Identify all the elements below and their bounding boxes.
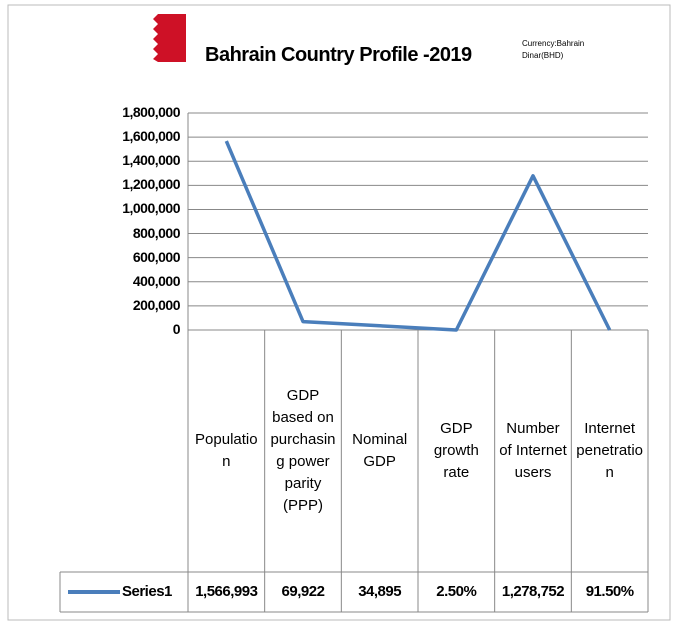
- x-tick-label: Nominal GDP: [352, 431, 408, 470]
- y-tick-label: 200,000: [132, 296, 181, 313]
- y-tick-label: 1,200,000: [122, 176, 180, 193]
- x-tick-label: Population: [195, 431, 258, 470]
- x-tick-label: Internet penetration: [576, 420, 644, 481]
- y-tick-label: 400,000: [132, 272, 181, 289]
- data-table-value: 91.50%: [585, 583, 634, 600]
- y-tick-label: 1,000,000: [122, 200, 180, 217]
- x-tick-label: Number of Internet users: [499, 420, 567, 481]
- flag: [150, 14, 186, 62]
- y-tick-label: 600,000: [132, 248, 181, 265]
- x-tick-label: GDP growth rate: [433, 420, 479, 481]
- data-table-value: 1,566,993: [195, 583, 258, 600]
- series-line: [224, 140, 612, 332]
- data-table-value: 34,895: [358, 583, 402, 600]
- y-tick-label: 1,600,000: [122, 128, 180, 145]
- data-table-value: 2.50%: [436, 583, 477, 600]
- x-tick-label: GDP based on purchasing power parity (PP…: [270, 387, 336, 514]
- legend-label: Series1: [122, 583, 172, 600]
- chart-title: Bahrain Country Profile -2019: [205, 44, 472, 66]
- y-tick-label: 1,800,000: [122, 104, 180, 120]
- data-table-value: 1,278,752: [501, 583, 565, 600]
- y-tick-label: 0: [172, 321, 181, 337]
- chart-border: [7, 4, 671, 621]
- annotation: Currency:Bahrain Dinar(BHD): [522, 39, 585, 60]
- data-table-value: 69,922: [281, 583, 325, 600]
- y-tick-label: 1,400,000: [122, 152, 180, 169]
- y-tick-label: 800,000: [132, 224, 181, 241]
